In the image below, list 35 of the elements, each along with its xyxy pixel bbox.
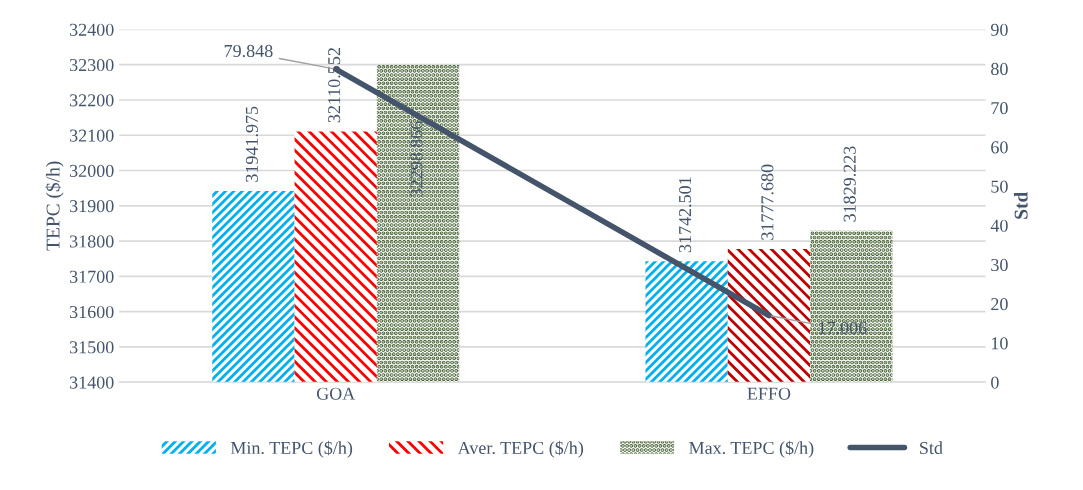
- y-axis-title: TEPC ($/h): [45, 161, 64, 251]
- y-tick-label: 31900: [69, 200, 114, 213]
- y2-tick-label: 10: [991, 337, 1008, 350]
- legend-label: Min. TEPC ($/h): [230, 440, 353, 458]
- legend-label: Std: [920, 441, 943, 455]
- legend-label: Max. TEPC ($/h): [689, 440, 814, 458]
- y2-axis-title: Std: [1014, 191, 1028, 219]
- y2-tick-label: 50: [991, 180, 1008, 193]
- y2-tick-label: 40: [990, 219, 1008, 232]
- y-tick-label: 31800: [69, 235, 114, 248]
- data-label: 31777.680: [761, 164, 774, 240]
- y2-tick-label: 0: [991, 376, 999, 389]
- x-tick-label: EFFO: [747, 387, 791, 400]
- data-label: 31742.501: [678, 177, 692, 253]
- data-label: 32298.866: [410, 121, 423, 197]
- data-label: 31941.975: [245, 106, 259, 182]
- y2-tick-label: 90: [990, 23, 1008, 36]
- y-tick-label: 32400: [69, 23, 114, 36]
- y-tick-label: 31500: [69, 341, 114, 354]
- data-label: 79.848: [224, 44, 273, 58]
- y-tick-label: 31600: [69, 305, 114, 319]
- y-tick-label: 32000: [69, 164, 114, 177]
- y2-tick-label: 80: [991, 62, 1008, 76]
- y2-tick-label: 30: [991, 258, 1008, 272]
- y-tick-label: 32200: [69, 94, 114, 107]
- x-tick-label: GOA: [316, 387, 356, 400]
- y-tick-label: 32300: [69, 58, 114, 72]
- legend-label: Aver. TEPC ($/h): [457, 440, 584, 458]
- y2-tick-label: 60: [991, 141, 1008, 154]
- y-tick-label: 31700: [69, 270, 114, 283]
- y-tick-label: 32100: [69, 129, 114, 142]
- y2-tick-label: 20: [991, 298, 1008, 311]
- y-tick-label: 31400: [69, 376, 114, 389]
- data-label: 31829.223: [843, 146, 856, 222]
- y2-tick-label: 70: [991, 102, 1008, 115]
